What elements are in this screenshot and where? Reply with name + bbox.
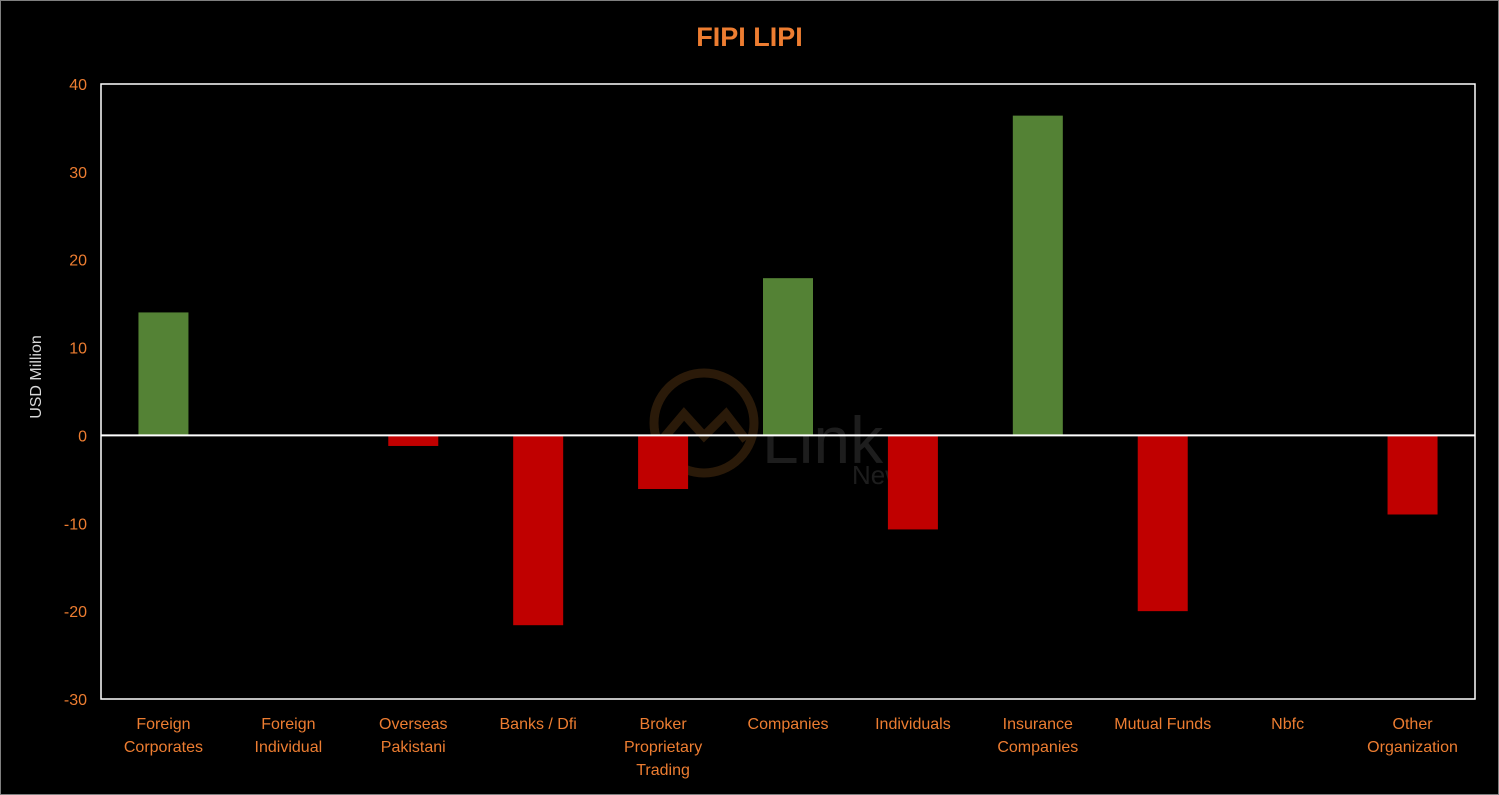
chart-title: FIPI LIPI: [696, 22, 803, 52]
y-tick-label: 20: [69, 253, 87, 270]
bar-8: [1137, 435, 1188, 612]
bar-4: [638, 435, 689, 490]
x-category-label: Individuals: [875, 716, 951, 733]
bar-6: [887, 435, 938, 530]
y-tick-label: 30: [69, 165, 87, 182]
y-tick-label: -30: [64, 692, 87, 709]
x-category-label: Mutual Funds: [1114, 716, 1211, 733]
bar-7: [1012, 115, 1063, 436]
x-category-label: Companies: [748, 716, 829, 733]
x-category-label: Insurance Companies: [997, 716, 1078, 756]
x-category-label: Banks / Dfi: [500, 716, 577, 733]
y-tick-label: 0: [78, 428, 87, 445]
watermark-circle-icon: [649, 368, 759, 478]
x-category-label: Broker Proprietary Trading: [624, 716, 702, 779]
y-tick-label: -10: [64, 516, 87, 533]
x-category-label: Foreign Individual: [255, 716, 323, 756]
bar-0: [138, 312, 189, 436]
x-category-label: Nbfc: [1271, 716, 1304, 733]
bar-2: [388, 435, 439, 446]
y-tick-label: -20: [64, 604, 87, 621]
y-tick-label: 10: [69, 341, 87, 358]
plot-area: [100, 83, 1476, 700]
bar-10: [1387, 435, 1438, 515]
bar-3: [513, 435, 564, 626]
y-tick-label: 40: [69, 77, 87, 94]
x-category-label: Foreign Corporates: [124, 716, 203, 756]
x-category-label: Overseas Pakistani: [379, 716, 447, 756]
x-category-label: Other Organization: [1367, 716, 1458, 756]
bar-5: [763, 278, 813, 436]
